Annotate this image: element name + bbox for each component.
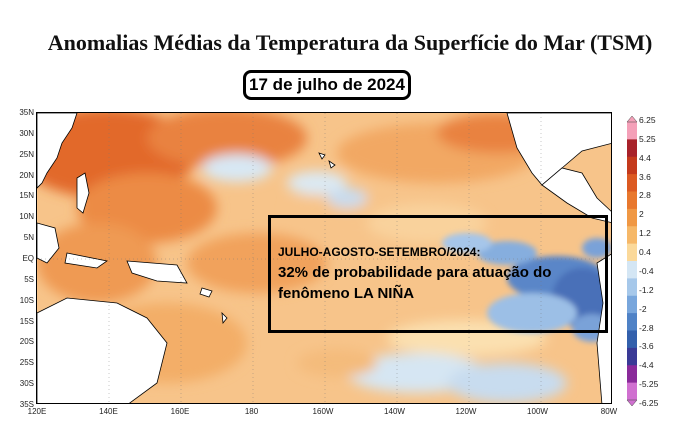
latitude-label: 15N: [19, 191, 34, 201]
forecast-phenomenon: fenômeno LA NIÑA: [278, 285, 415, 302]
colorbar-segment: [627, 174, 637, 192]
colorbar-label: -2.8: [639, 322, 654, 333]
colorbar-label: -5.25: [639, 379, 659, 390]
colorbar-segment: [627, 226, 637, 245]
latitude-label: 30N: [19, 128, 34, 138]
colorbar-min-arrow: [626, 399, 638, 406]
longitude-label: 160E: [170, 407, 190, 416]
colorbar-segment: [627, 261, 637, 279]
colorbar-label: -1.2: [639, 284, 654, 295]
colorbar-segment: [627, 208, 637, 227]
forecast-probability: 32% de probabilidade para atuação do: [278, 264, 552, 281]
longitude-label: 180: [244, 407, 259, 416]
colorbar-label: -2: [639, 303, 647, 314]
longitude-label: 140E: [99, 407, 118, 416]
forecast-region-box: [268, 215, 608, 333]
anomaly-field: [37, 113, 567, 403]
colorbar-segment: [627, 330, 637, 349]
forecast-period: JULHO-AGOSTO-SETEMBRO/2024:: [278, 245, 481, 259]
latitude-label: 5N: [23, 233, 34, 243]
colorbar-segment: [627, 156, 637, 175]
grid-lines: [37, 113, 611, 403]
longitude-label: 140W: [384, 407, 405, 416]
latitude-label: 10S: [19, 295, 34, 305]
latitude-label: 25S: [19, 358, 34, 368]
colorbar-label: 0.4: [639, 247, 651, 258]
date-text: 17 de julho de 2024: [249, 75, 405, 94]
colorbar-label: -0.4: [639, 265, 654, 276]
colorbar-label: 2.8: [639, 190, 651, 201]
colorbar-segment: [627, 243, 637, 262]
colorbar-segment: [627, 122, 637, 140]
latitude-label: 30S: [19, 379, 34, 389]
longitude-label: 120W: [455, 407, 477, 416]
colorbar-label: 3.6: [639, 171, 651, 182]
latitude-label: 35N: [19, 108, 34, 117]
latitude-label: 35S: [19, 400, 34, 409]
latitude-label: 15S: [19, 316, 34, 326]
longitude-label: 160W: [312, 407, 334, 416]
colorbar-segment: [627, 347, 637, 366]
colorbar-segment: [627, 278, 637, 297]
colorbar-segment: [627, 295, 637, 314]
colorbar-label: -4.4: [639, 360, 654, 371]
latitude-label: 20N: [19, 170, 34, 180]
colorbar-segment: [627, 139, 637, 158]
map-title: Anomalias Médias da Temperatura da Super…: [47, 30, 653, 55]
colorbar-segment: [627, 382, 637, 401]
colorbar-label: 4.4: [639, 152, 651, 163]
colorbar-label: 6.25: [639, 115, 656, 125]
date-label: 17 de julho de 2024: [243, 70, 411, 100]
colorbar-label: 5.25: [639, 133, 656, 144]
longitude-label: 100W: [527, 407, 548, 416]
latitude-label: 5S: [24, 274, 34, 284]
colorbar-label: 2: [639, 209, 644, 220]
colorbar-label: -3.6: [639, 341, 654, 352]
longitude-label: 80W: [600, 407, 618, 416]
latitude-label: 25N: [19, 149, 34, 159]
colorbar-segment: [627, 313, 637, 331]
longitude-label: 120E: [27, 407, 47, 416]
latitude-label: 10N: [19, 212, 34, 222]
colorbar: [626, 116, 638, 406]
colorbar-label: -6.25: [639, 398, 659, 408]
sst-map-canvas: [37, 113, 611, 403]
sst-anomaly-map: [36, 112, 612, 404]
colorbar-max-arrow: [626, 116, 638, 123]
latitude-label: EQ: [22, 254, 34, 263]
colorbar-label: 1.2: [639, 228, 651, 239]
colorbar-segment: [627, 191, 637, 210]
colorbar-segment: [627, 365, 637, 384]
latitude-label: 20S: [19, 337, 34, 347]
